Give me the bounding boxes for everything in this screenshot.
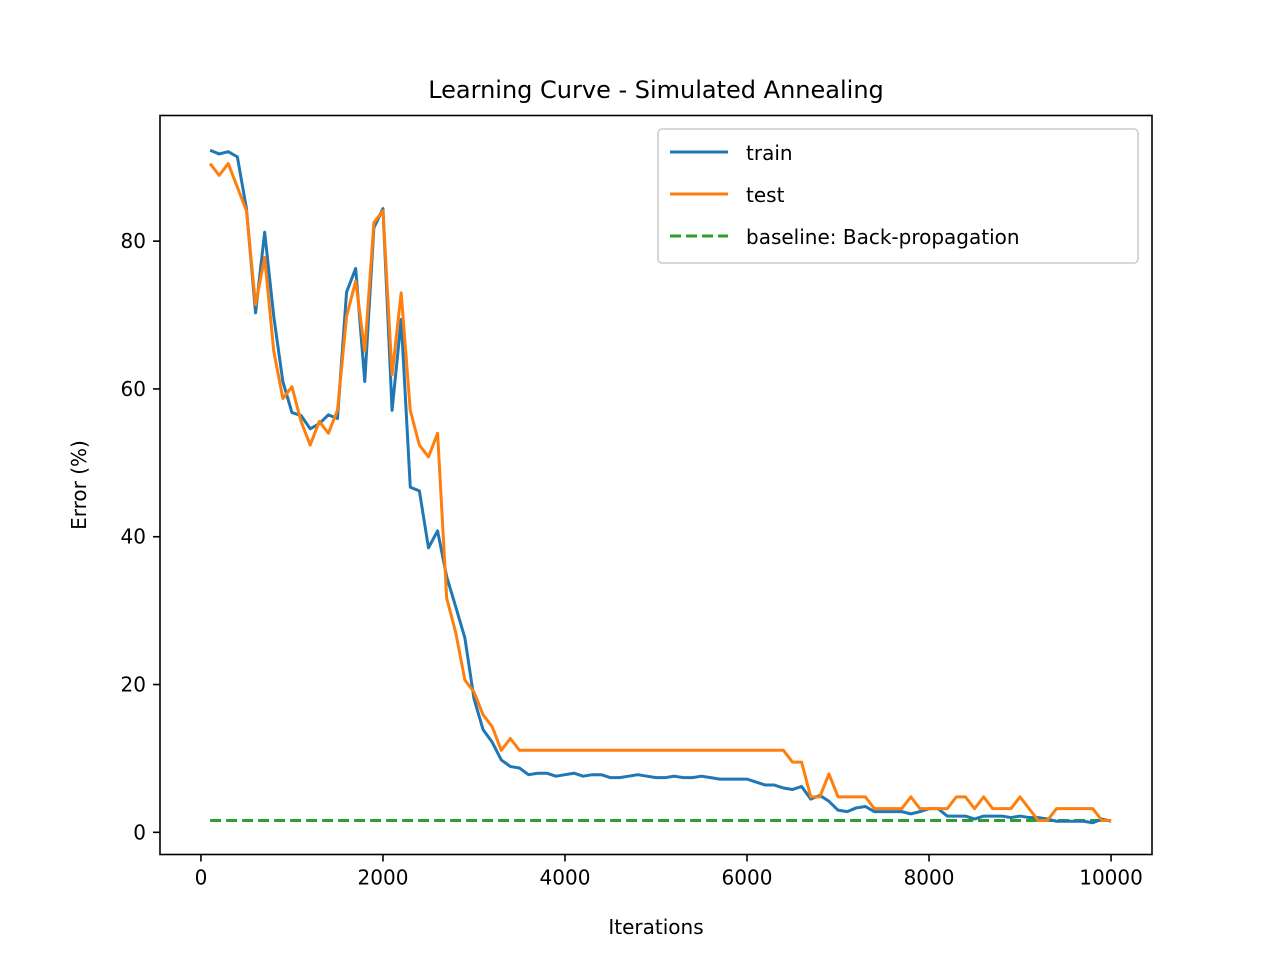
y-tick-label: 80 xyxy=(121,229,146,253)
x-tick-label: 6000 xyxy=(722,866,773,890)
x-tick-label: 10000 xyxy=(1079,866,1143,890)
y-axis-label: Error (%) xyxy=(67,440,91,530)
chart-title: Learning Curve - Simulated Annealing xyxy=(428,76,884,104)
plot-frame xyxy=(159,114,1153,856)
legend-label-train: train xyxy=(746,141,793,165)
legend-label-test: test xyxy=(746,183,785,207)
x-tick-label: 4000 xyxy=(540,866,591,890)
x-tick-label: 0 xyxy=(195,866,208,890)
legend-box xyxy=(657,128,1139,264)
legend: train test baseline: Back-propagation xyxy=(657,128,1139,264)
y-tick-label: 0 xyxy=(133,820,146,844)
legend-label-baseline: baseline: Back-propagation xyxy=(746,225,1020,249)
y-tick-label: 20 xyxy=(121,673,146,697)
x-tick-label: 8000 xyxy=(904,866,955,890)
plot-area xyxy=(208,148,1112,825)
y-tick-label: 60 xyxy=(121,377,146,401)
x-axis-label: Iterations xyxy=(608,915,703,939)
x-tick-label: 2000 xyxy=(358,866,409,890)
axis-ticks: 0 2000 4000 6000 8000 10000 0 20 40 60 80 xyxy=(121,229,1143,889)
y-tick-label: 40 xyxy=(121,525,146,549)
series-line-test xyxy=(208,162,1112,823)
